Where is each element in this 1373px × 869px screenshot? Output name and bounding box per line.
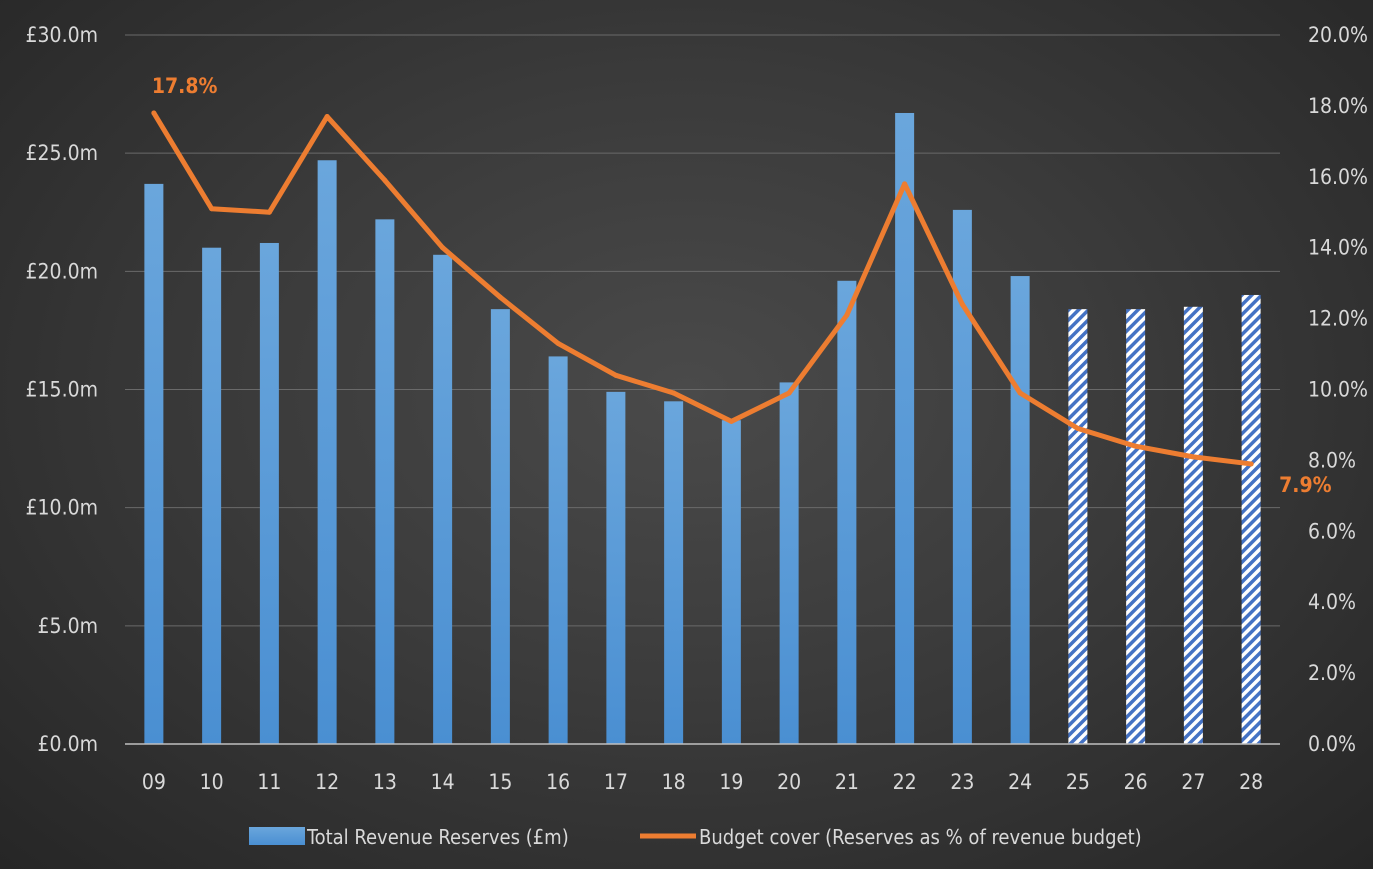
x-tick-label: 24 bbox=[1008, 770, 1032, 794]
x-tick-label: 27 bbox=[1181, 770, 1205, 794]
line-point bbox=[497, 294, 503, 300]
gridlines bbox=[125, 34, 1280, 627]
x-tick-label: 13 bbox=[373, 770, 397, 794]
line-point bbox=[209, 206, 215, 212]
bar bbox=[664, 401, 684, 744]
y-right-tick-label: 12.0% bbox=[1308, 307, 1368, 331]
line-point bbox=[151, 110, 157, 116]
bar bbox=[721, 420, 741, 744]
y-axis-right: 0.0% 2.0% 4.0% 6.0% 8.0% 10.0% 12.0% 14.0% 16.0%… bbox=[1308, 23, 1368, 756]
line-point bbox=[324, 114, 330, 120]
line-point bbox=[1075, 425, 1081, 431]
y-right-tick-label: 8.0% bbox=[1308, 448, 1356, 472]
bar-projected bbox=[1241, 294, 1261, 744]
x-tick-label: 12 bbox=[315, 770, 339, 794]
x-axis-labels: 09 10 11 12 13 14 15 16 17 18 19 20 21 22 23 24 25 26 27 28 bbox=[142, 770, 1263, 794]
bar bbox=[259, 242, 279, 744]
x-tick-label: 25 bbox=[1066, 770, 1090, 794]
line-point bbox=[959, 301, 965, 307]
line-series bbox=[151, 110, 1254, 467]
y-right-tick-label: 14.0% bbox=[1308, 236, 1368, 260]
line-point bbox=[844, 312, 850, 318]
bar bbox=[895, 112, 915, 745]
y-right-tick-label: 20.0% bbox=[1308, 23, 1368, 47]
bar bbox=[952, 209, 972, 745]
bar bbox=[1010, 276, 1030, 744]
bar bbox=[144, 183, 164, 744]
x-tick-label: 28 bbox=[1239, 770, 1263, 794]
y-left-tick-label: £10.0m bbox=[26, 496, 98, 520]
x-tick-label: 17 bbox=[604, 770, 628, 794]
annotations: 17.8% 7.9% bbox=[152, 74, 1332, 497]
line-point bbox=[440, 245, 446, 251]
data-label: 7.9% bbox=[1279, 473, 1331, 497]
x-tick-label: 09 bbox=[142, 770, 166, 794]
line-point bbox=[382, 177, 388, 183]
line-point bbox=[1248, 461, 1254, 467]
y-left-tick-label: £0.0m bbox=[38, 732, 98, 756]
x-tick-label: 20 bbox=[777, 770, 801, 794]
x-tick-label: 23 bbox=[950, 770, 974, 794]
y-left-tick-label: £5.0m bbox=[38, 614, 98, 638]
x-tick-label: 21 bbox=[835, 770, 859, 794]
y-left-tick-label: £15.0m bbox=[26, 378, 98, 402]
bar bbox=[433, 254, 453, 745]
line-point bbox=[1017, 390, 1023, 396]
x-tick-label: 22 bbox=[893, 770, 917, 794]
bar bbox=[375, 219, 395, 745]
line-point bbox=[902, 181, 908, 187]
x-tick-label: 15 bbox=[488, 770, 512, 794]
y-right-tick-label: 4.0% bbox=[1308, 590, 1356, 614]
legend-label-bars: Total Revenue Reserves (£m) bbox=[306, 825, 569, 849]
line-point bbox=[786, 390, 792, 396]
bar bbox=[317, 160, 337, 745]
bar bbox=[490, 309, 510, 744]
line-path bbox=[151, 110, 1254, 467]
data-label: 17.8% bbox=[152, 74, 218, 98]
y-left-tick-label: £25.0m bbox=[26, 141, 98, 165]
x-tick-label: 14 bbox=[431, 770, 455, 794]
line-point bbox=[613, 372, 619, 378]
y-right-tick-label: 10.0% bbox=[1308, 378, 1368, 402]
y-left-tick-label: £20.0m bbox=[26, 259, 98, 283]
line-point bbox=[555, 340, 561, 346]
legend: Total Revenue Reserves (£m) Budget cover … bbox=[249, 825, 1142, 849]
bar bbox=[837, 280, 857, 744]
x-tick-label: 26 bbox=[1124, 770, 1148, 794]
bar-projected bbox=[1183, 306, 1203, 744]
x-tick-label: 19 bbox=[719, 770, 743, 794]
legend-swatch-bars bbox=[249, 827, 305, 845]
line-point bbox=[1133, 443, 1139, 449]
y-right-tick-label: 2.0% bbox=[1308, 661, 1356, 685]
bar bbox=[548, 356, 568, 744]
y-left-tick-label: £30.0m bbox=[26, 23, 98, 47]
x-tick-label: 11 bbox=[257, 770, 281, 794]
y-right-tick-label: 18.0% bbox=[1308, 94, 1368, 118]
y-axis-left: £0.0m £5.0m £10.0m £15.0m £20.0m £25.0m £30.0m bbox=[26, 23, 98, 756]
line-point bbox=[728, 418, 734, 424]
x-tick-label: 10 bbox=[200, 770, 224, 794]
line-point bbox=[671, 390, 677, 396]
y-right-tick-label: 6.0% bbox=[1308, 519, 1356, 543]
bar bbox=[606, 391, 626, 744]
y-right-tick-label: 0.0% bbox=[1308, 732, 1356, 756]
bar bbox=[779, 382, 799, 744]
bar bbox=[202, 247, 222, 744]
y-right-tick-label: 16.0% bbox=[1308, 165, 1368, 189]
bar-series bbox=[144, 112, 1261, 745]
bar-projected bbox=[1068, 309, 1088, 744]
bar-projected bbox=[1126, 309, 1146, 744]
x-tick-label: 18 bbox=[662, 770, 686, 794]
legend-label-line: Budget cover (Reserves as % of revenue b… bbox=[699, 825, 1142, 849]
line-point bbox=[266, 209, 272, 215]
x-tick-label: 16 bbox=[546, 770, 570, 794]
line-point bbox=[1190, 454, 1196, 460]
